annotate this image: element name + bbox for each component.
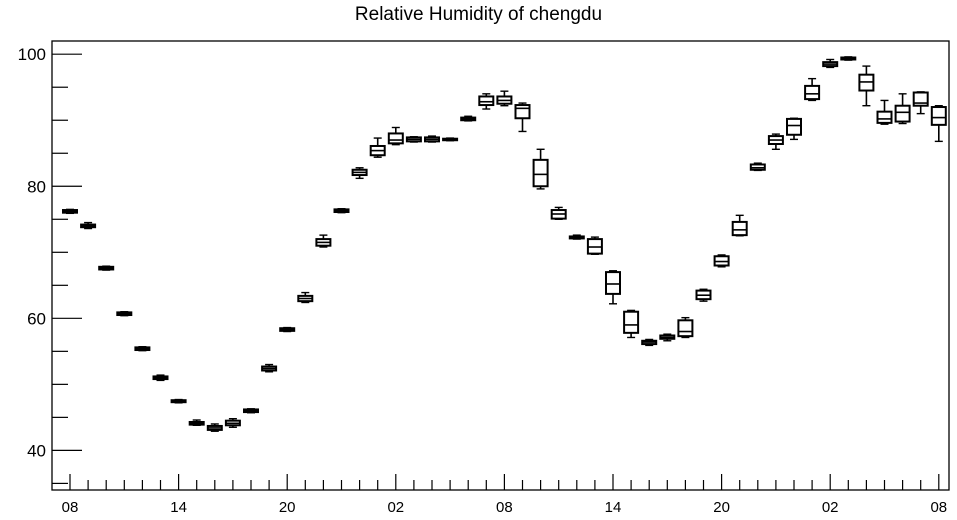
box-item [550,206,567,220]
box-item [713,254,730,268]
box-item [822,58,839,69]
box-body [731,220,748,237]
x-tick-label: 20 [713,499,730,516]
box-item [731,214,748,237]
box-item [315,234,332,248]
x-tick-label: 20 [279,499,296,516]
box-body [605,271,621,295]
box-item [659,333,676,342]
box-body [786,117,802,136]
box-item [840,56,857,61]
box-item [858,65,875,107]
box-item [116,311,133,317]
box-item [749,162,766,172]
box-item [930,105,947,143]
box-body [876,110,893,124]
box-item [152,374,169,382]
box-item [894,93,911,125]
box-item [369,137,386,158]
y-tick-label: 100 [18,45,46,64]
box-item [568,234,585,240]
box-body [677,319,694,338]
box-item [478,93,495,110]
box-item [224,417,241,428]
box-item [351,167,368,180]
box-item [460,115,477,122]
y-tick-label: 40 [27,441,46,460]
plot-frame [51,40,950,491]
box-item [243,408,259,414]
box-item [605,270,621,305]
box-item [206,423,223,432]
box-body [387,132,404,145]
box-item [279,326,296,333]
box-item [98,265,115,271]
box-item [767,133,784,150]
box-item [677,316,694,339]
x-tick-label: 02 [387,499,404,516]
box-item [297,291,314,304]
box-body [894,104,911,123]
y-tick-label: 60 [27,309,46,328]
x-tick-label: 14 [170,499,187,516]
box-item [188,419,205,426]
box-body [514,104,531,120]
box-item [804,77,821,102]
box-body [532,158,549,188]
box-item [134,346,151,352]
box-item [170,398,187,404]
box-item [586,236,603,255]
box-item [80,221,97,230]
box-item [876,99,893,125]
box-item [532,148,549,190]
x-tick-label: 02 [822,499,839,516]
chart-title: Relative Humidity of chengdu [354,4,603,25]
y-tick-label: 80 [27,177,46,196]
box-body [623,310,640,334]
x-tick-label: 08 [496,499,513,516]
box-item [496,90,513,107]
x-axis: 08 14 20 02 08 14 20 02 08 [62,474,947,516]
x-tick-label: 14 [605,499,622,516]
box-body [478,95,495,107]
box-item [62,208,78,215]
box-item [442,137,459,142]
box-item [333,208,350,214]
box-item [786,117,802,141]
box-item [641,338,658,347]
box-body [804,84,821,101]
box-item [912,91,929,115]
box-item [424,135,440,143]
box-item [387,126,404,146]
x-tick-label: 08 [930,499,947,516]
box-item [623,309,640,339]
x-tick-label: 08 [62,499,79,516]
box-item [261,363,278,373]
box-body [930,106,947,126]
box-item [514,102,531,133]
box-item [405,136,422,143]
box-item [695,288,712,302]
y-axis: 40 60 80 100 [18,45,82,484]
box-series [62,56,947,432]
